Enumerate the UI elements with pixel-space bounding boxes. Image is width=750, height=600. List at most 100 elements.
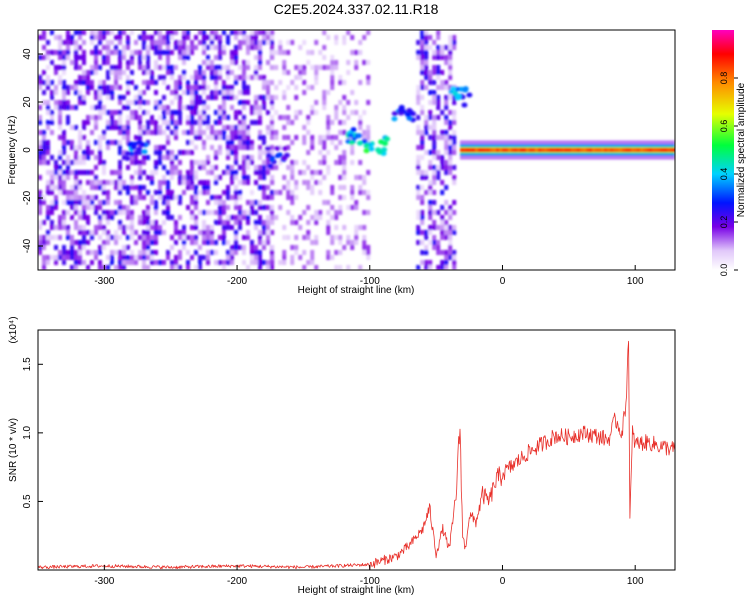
- heatmap-cell: [142, 65, 146, 70]
- heatmap-cell: [126, 100, 130, 105]
- heatmap-cell: [416, 265, 421, 270]
- heatmap-cell: [270, 130, 275, 135]
- heatmap-cell: [416, 170, 421, 175]
- heatmap-cell: [50, 235, 54, 240]
- heatmap-cell: [424, 60, 429, 65]
- heatmap-cell: [330, 185, 335, 190]
- heatmap-cell: [230, 150, 234, 155]
- heatmap-cell: [190, 225, 194, 230]
- heatmap-cell: [54, 170, 58, 175]
- heatmap-cell: [258, 155, 262, 160]
- heatmap-cell: [262, 225, 266, 230]
- heatmap-cell: [250, 45, 254, 50]
- heatmap-cell: [350, 185, 355, 190]
- heatmap-cell: [74, 155, 78, 160]
- heatmap-cell: [170, 110, 174, 115]
- heatmap-cell: [114, 210, 118, 215]
- heatmap-cell: [46, 140, 50, 145]
- heatmap-cell: [62, 175, 66, 180]
- heatmap-cell: [174, 30, 178, 35]
- heatmap-cell: [262, 85, 266, 90]
- heatmap-cell: [282, 60, 287, 65]
- heatmap-cell: [54, 35, 58, 40]
- heatmap-cell: [354, 230, 359, 235]
- heatmap-cell: [238, 190, 242, 195]
- heatmap-cell: [266, 160, 270, 165]
- heatmap-cell: [290, 255, 295, 260]
- heatmap-cell: [432, 220, 437, 225]
- heatmap-cell: [38, 205, 42, 210]
- heatmap-cell: [106, 195, 110, 200]
- heatmap-cell: [42, 255, 46, 260]
- heatmap-cell: [178, 80, 182, 85]
- heatmap-cell: [146, 140, 150, 145]
- heatmap-cell: [142, 195, 146, 200]
- heatmap-cell: [38, 210, 42, 215]
- heatmap-cell: [74, 240, 78, 245]
- heatmap-cell: [270, 260, 275, 265]
- heatmap-cell: [286, 180, 291, 185]
- heatmap-cell: [460, 147, 464, 153]
- heatmap-cell: [174, 155, 178, 160]
- heatmap-cell: [246, 135, 250, 140]
- heatmap-cell: [142, 30, 146, 35]
- heatmap-cell: [50, 170, 54, 175]
- heatmap-cell: [238, 165, 242, 170]
- heatmap-cell: [130, 195, 134, 200]
- heatmap-cell: [334, 40, 339, 45]
- heatmap-cell: [178, 45, 182, 50]
- heatmap-cell: [262, 40, 266, 45]
- heatmap-cell: [166, 210, 170, 215]
- heatmap-cell: [214, 130, 218, 135]
- heatmap-cell: [74, 55, 78, 60]
- heatmap-cell: [262, 80, 266, 85]
- heatmap-feature: [391, 116, 398, 122]
- heatmap-cell: [230, 105, 234, 110]
- heatmap-cell: [102, 245, 106, 250]
- heatmap-cell: [186, 185, 190, 190]
- heatmap-cell: [226, 145, 230, 150]
- heatmap-cell: [62, 80, 66, 85]
- heatmap-cell: [74, 185, 78, 190]
- heatmap-cell: [182, 190, 186, 195]
- heatmap-cell: [162, 65, 166, 70]
- heatmap-cell: [350, 50, 355, 55]
- heatmap-cell: [318, 210, 323, 215]
- heatmap-cell: [98, 160, 102, 165]
- heatmap-cell: [266, 240, 270, 245]
- heatmap-cell: [326, 255, 331, 260]
- heatmap-cell: [102, 170, 106, 175]
- heatmap-cell: [258, 205, 262, 210]
- colorbar-gradient: [712, 30, 734, 270]
- heatmap-cell: [66, 190, 70, 195]
- heatmap-cell: [118, 115, 122, 120]
- heatmap-cell: [50, 225, 54, 230]
- heatmap-cell: [150, 80, 154, 85]
- heatmap-cell: [428, 80, 433, 85]
- heatmap-cell: [114, 75, 118, 80]
- heatmap-cell: [202, 40, 206, 45]
- heatmap-cell: [262, 135, 266, 140]
- heatmap-cell: [314, 235, 319, 240]
- heatmap-cell: [202, 70, 206, 75]
- heatmap-cell: [338, 120, 343, 125]
- heatmap-cell: [138, 130, 142, 135]
- heatmap-cell: [38, 190, 42, 195]
- heatmap-cell: [114, 45, 118, 50]
- heatmap-feature: [130, 144, 137, 150]
- heatmap-cell: [218, 220, 222, 225]
- heatmap-cell: [440, 110, 445, 115]
- heatmap-cell: [178, 195, 182, 200]
- heatmap-cell: [342, 40, 347, 45]
- heatmap-cell: [416, 185, 421, 190]
- heatmap-cell: [126, 35, 130, 40]
- heatmap-cell: [190, 120, 194, 125]
- heatmap-cell: [202, 35, 206, 40]
- heatmap-cell: [194, 160, 198, 165]
- heatmap-cell: [138, 105, 142, 110]
- heatmap-cell: [314, 220, 319, 225]
- heatmap-cell: [266, 35, 270, 40]
- heatmap-cell: [98, 95, 102, 100]
- heatmap-cell: [322, 135, 327, 140]
- heatmap-cell: [424, 130, 429, 135]
